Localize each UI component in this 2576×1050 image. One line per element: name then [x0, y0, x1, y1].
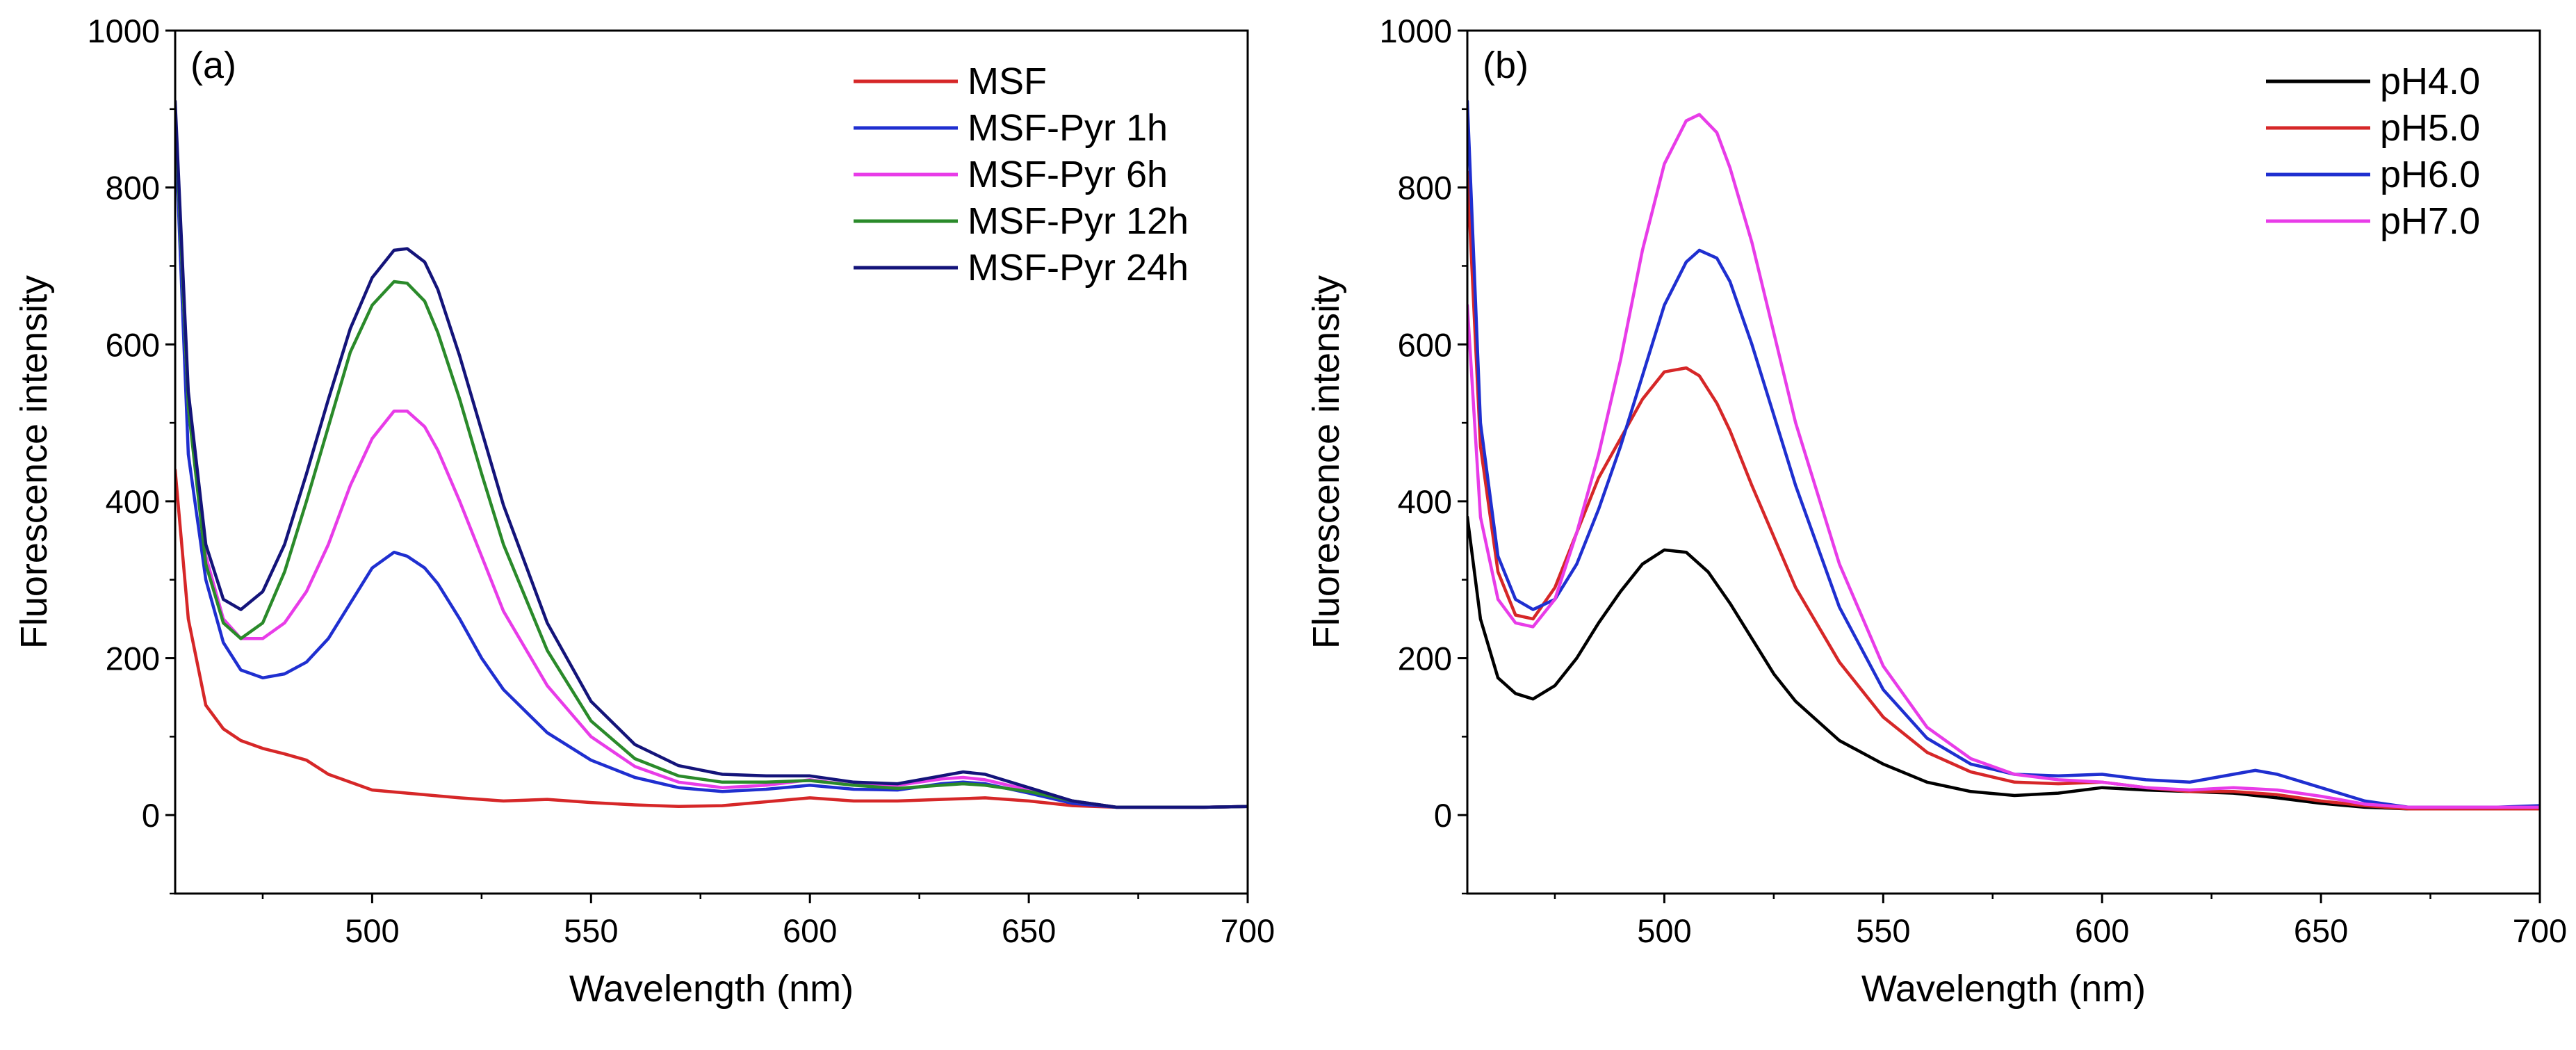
y-tick-label: 800: [106, 170, 160, 207]
legend-label: pH7.0: [2380, 200, 2480, 242]
legend-label: pH4.0: [2380, 60, 2480, 102]
y-tick-label: 200: [1398, 640, 1452, 677]
panel-label: (b): [1483, 45, 1529, 86]
series-line-b-2: [1467, 99, 2540, 809]
y-axis-title: Fluorescence intensity: [13, 275, 55, 649]
legend-label: MSF-Pyr 6h: [968, 154, 1168, 195]
x-tick-label: 700: [2513, 912, 2567, 949]
x-tick-label: 650: [1002, 912, 1056, 949]
legend-label: pH5.0: [2380, 107, 2480, 149]
y-tick-label: 1000: [87, 13, 160, 49]
series-line-b-3: [1467, 113, 2540, 809]
y-tick-label: 0: [142, 797, 160, 834]
plot-frame: [174, 29, 1249, 895]
x-tick-label: 650: [2294, 912, 2348, 949]
x-tick-label: 600: [2075, 912, 2129, 949]
x-tick-label: 500: [1637, 912, 1691, 949]
plot-frame: [1466, 29, 2541, 895]
chart-panel-a: 0 200 400 600 800 1000 500 550 600 650 700 Waveleng…: [13, 13, 1275, 1010]
y-tick-label: 1000: [1379, 13, 1452, 49]
y-axis-title: Fluorescence intensity: [1305, 275, 1347, 649]
series-line-a-0: [175, 468, 1248, 809]
x-tick-label: 700: [1221, 912, 1275, 949]
y-tick-label: 800: [1398, 170, 1452, 207]
y-tick-label: 200: [106, 640, 160, 677]
y-tick-label: 600: [106, 326, 160, 363]
legend-label: MSF: [968, 60, 1047, 102]
legend-label: MSF-Pyr 12h: [968, 200, 1189, 242]
x-axis-title: Wavelength (nm): [569, 968, 854, 1010]
x-axis-title: Wavelength (nm): [1861, 968, 2146, 1010]
legend-label: MSF-Pyr 24h: [968, 247, 1189, 289]
series-line-a-4: [175, 99, 1248, 809]
series-line-a-3: [175, 107, 1248, 809]
x-tick-label: 550: [564, 912, 618, 949]
chart-panel-b: 0 200 400 600 800 1000 500 550 600 650 700 Waveleng…: [1305, 13, 2567, 1010]
series-line-a-2: [175, 107, 1248, 809]
y-tick-label: 400: [1398, 483, 1452, 520]
legend-label: MSF-Pyr 1h: [968, 107, 1168, 149]
x-tick-label: 550: [1856, 912, 1910, 949]
x-tick-label: 500: [345, 912, 399, 949]
panel-label: (a): [190, 45, 236, 86]
y-tick-label: 400: [106, 483, 160, 520]
legend-label: pH6.0: [2380, 154, 2480, 195]
y-tick-label: 600: [1398, 326, 1452, 363]
series-line-b-0: [1467, 515, 2540, 811]
x-tick-label: 600: [783, 912, 837, 949]
y-tick-label: 0: [1434, 797, 1452, 834]
